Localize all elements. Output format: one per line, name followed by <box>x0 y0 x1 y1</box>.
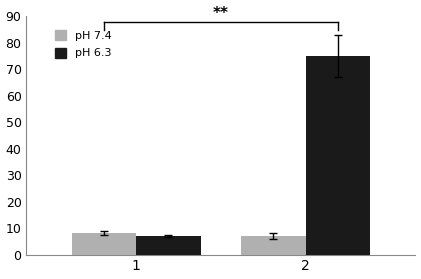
Legend: pH 7.4, pH 6.3: pH 7.4, pH 6.3 <box>51 27 115 62</box>
Bar <box>72 233 136 254</box>
Bar <box>241 236 306 254</box>
Bar <box>136 236 201 254</box>
Bar <box>306 56 370 254</box>
Text: **: ** <box>213 6 229 21</box>
